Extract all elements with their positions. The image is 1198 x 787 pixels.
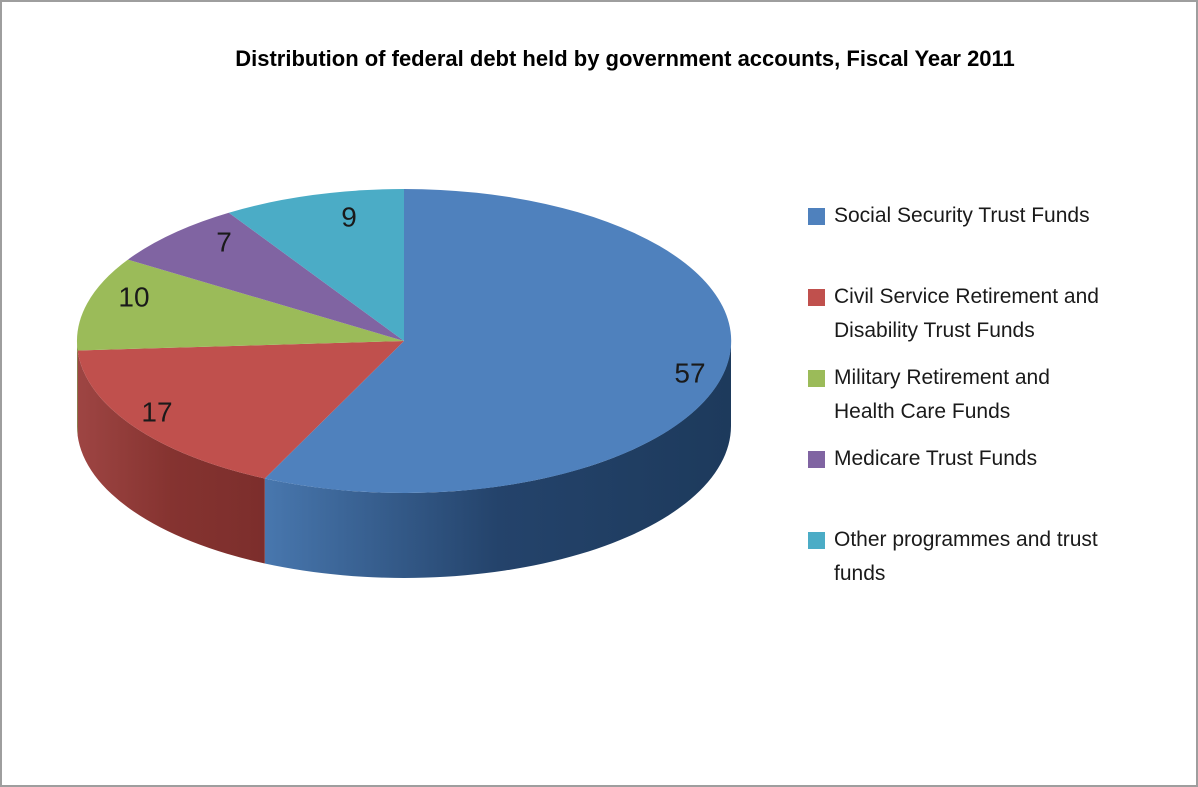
legend-swatch-icon xyxy=(808,208,825,225)
legend-label-line: Medicare Trust Funds xyxy=(834,447,1038,470)
legend-item-3: Medicare Trust Funds xyxy=(808,442,1190,523)
pie-data-label-2: 10 xyxy=(118,282,149,313)
legend-label: Other programmes and trust funds xyxy=(834,523,1098,591)
legend-label: Social Security Trust Funds xyxy=(834,199,1090,233)
pie-data-label-3: 7 xyxy=(216,227,232,258)
pie-data-label-1: 17 xyxy=(141,397,172,428)
legend-label-line: Other programmes and trust xyxy=(834,528,1098,551)
pie-slice-side-1 xyxy=(77,350,265,564)
pie-slice-2 xyxy=(76,259,405,351)
pie-slice-side-2 xyxy=(76,341,78,436)
pie-slice-0 xyxy=(264,188,732,493)
legend-item-1: Civil Service Retirement and Disability T… xyxy=(808,280,1190,361)
legend-swatch-icon xyxy=(808,370,825,387)
chart-title: Distribution of federal debt held by gov… xyxy=(235,46,1015,71)
legend-label-line: Disability Trust Funds xyxy=(834,319,1035,342)
pie-data-label-4: 9 xyxy=(341,202,357,233)
pie-slice-3 xyxy=(127,212,405,341)
legend-label-line: Military Retirement and xyxy=(834,366,1050,389)
pie-slice-1 xyxy=(77,341,404,479)
legend-swatch-icon xyxy=(808,289,825,306)
pie-slice-side-0 xyxy=(264,341,731,578)
legend-label-line: Health Care Funds xyxy=(834,400,1011,423)
legend-item-4: Other programmes and trust funds xyxy=(808,523,1190,604)
legend-label: Medicare Trust Funds xyxy=(834,442,1037,476)
pie-slice-4 xyxy=(228,189,404,341)
legend-swatch-icon xyxy=(808,451,825,468)
legend-item-0: Social Security Trust Funds xyxy=(808,199,1190,280)
legend-label: Military Retirement and Health Care Funds xyxy=(834,361,1050,429)
chart-legend: Social Security Trust Funds Civil Service… xyxy=(808,199,1190,604)
legend-label-line: Social Security Trust Funds xyxy=(834,204,1090,227)
pie-data-label-0: 57 xyxy=(674,358,705,389)
legend-label-line: Civil Service Retirement and xyxy=(834,285,1099,308)
legend-label: Civil Service Retirement and Disability T… xyxy=(834,280,1099,348)
legend-swatch-icon xyxy=(808,532,825,549)
legend-item-2: Military Retirement and Health Care Funds xyxy=(808,361,1190,442)
legend-label-line: funds xyxy=(834,562,886,585)
